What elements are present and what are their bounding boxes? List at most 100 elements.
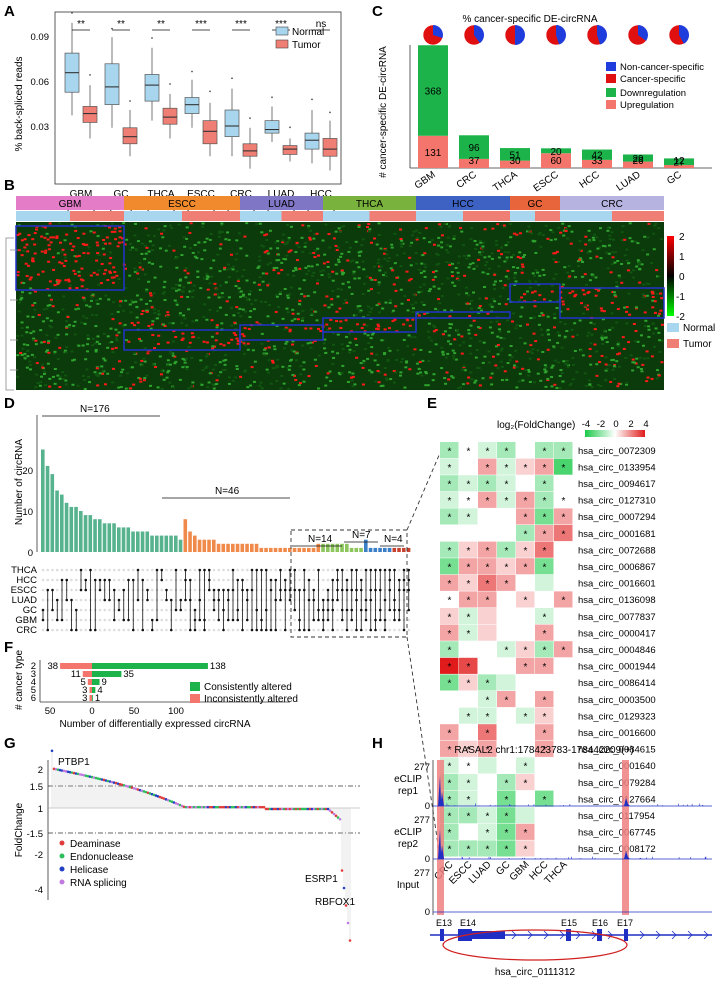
heat-cell [520,263,524,266]
heat-cell [288,365,292,368]
heat-cell [326,328,330,331]
heat-cell [643,325,647,328]
heat-cell [310,313,314,316]
legend-upregulation-swatch [606,100,616,109]
heat-cell [495,320,499,323]
heat-cell [623,306,627,309]
heat-cell [187,281,191,284]
heat-cell [650,290,654,293]
intersection-bar [169,535,173,552]
heat-cell [257,265,261,268]
strand-arrow [591,930,597,940]
matrix-dot [122,568,126,572]
heat-cell [636,242,640,245]
heat-cell [417,314,421,317]
heat-cell [562,360,566,363]
cancer-type-count: 2 [31,661,36,672]
heat-cell [135,269,139,272]
heat-cell [541,268,545,271]
heat-cell [390,243,394,246]
panel-d-intersection-matrix [41,568,411,632]
heat-cell [369,288,373,291]
heat-cell [383,373,387,376]
heat-cell [28,363,32,366]
fc-point [248,805,252,809]
heat-cell [422,303,426,306]
heat-cell [336,352,340,355]
heat-cell [437,262,441,265]
group-name: GC [114,189,129,200]
heat-cell [195,319,199,322]
heat-cell [80,267,84,270]
heat-cell [494,364,498,367]
heat-cell [534,280,538,283]
matrix-dot [160,608,164,612]
heat-cell [210,335,214,338]
heat-cell [526,350,530,353]
heat-cell [219,284,223,287]
fc-cell [535,790,554,807]
heat-cell [374,380,378,383]
heat-cell [92,271,96,274]
heat-cell [603,245,607,248]
fc-point [256,805,260,809]
heat-cell [137,278,141,281]
heat-cell [310,308,314,311]
heat-cell [168,350,172,353]
heat-cell [277,259,281,262]
heat-cell [636,259,640,262]
heat-cell [277,253,281,256]
heat-cell [460,230,464,233]
heat-cell [181,357,185,360]
heat-cell [472,291,476,294]
heat-cell [417,367,421,370]
legend-consistent: Consistently altered [204,682,292,693]
heat-cell [84,358,88,361]
heat-cell [522,254,526,257]
matrix-dot [321,578,325,582]
heat-cell [507,251,511,254]
heat-cell [331,332,335,335]
heat-cell [305,273,309,276]
matrix-dot [193,588,197,592]
heat-cell [210,275,214,278]
heat-cell [634,240,638,243]
intersection-bar [197,539,202,552]
heat-cell [629,271,633,274]
heat-cell [378,269,382,272]
heat-cell [257,283,261,286]
fc-cell [440,840,459,857]
heat-cell [309,341,313,344]
fc-cell [459,558,478,575]
fc-cell [497,491,516,508]
fc-cell [535,525,554,542]
heat-cell [105,236,109,239]
heat-cell [47,260,51,263]
heat-cell [576,260,580,263]
heat-cell [136,321,140,324]
heat-cell [207,381,211,384]
heat-cell [40,375,44,378]
heat-cell [98,372,102,375]
heat-cell [406,309,410,312]
heat-cell [529,286,533,289]
heat-cell [651,295,655,298]
heat-cell [218,232,222,235]
intersection-bar [288,547,292,552]
heat-cell [58,279,62,282]
heat-cell [632,276,636,279]
heat-cell [99,282,103,285]
heat-cell [327,276,331,279]
heat-cell [224,281,228,284]
heat-cell [431,379,435,382]
intersection-bar [335,543,340,552]
heat-cell [503,260,507,263]
heat-cell [217,235,221,238]
heat-cell [468,302,472,305]
heat-cell [282,257,286,260]
intersection-bar [212,539,216,552]
heat-cell [458,227,462,230]
significance-star: * [524,496,528,507]
heat-cell [211,383,215,386]
heat-cell [566,363,570,366]
